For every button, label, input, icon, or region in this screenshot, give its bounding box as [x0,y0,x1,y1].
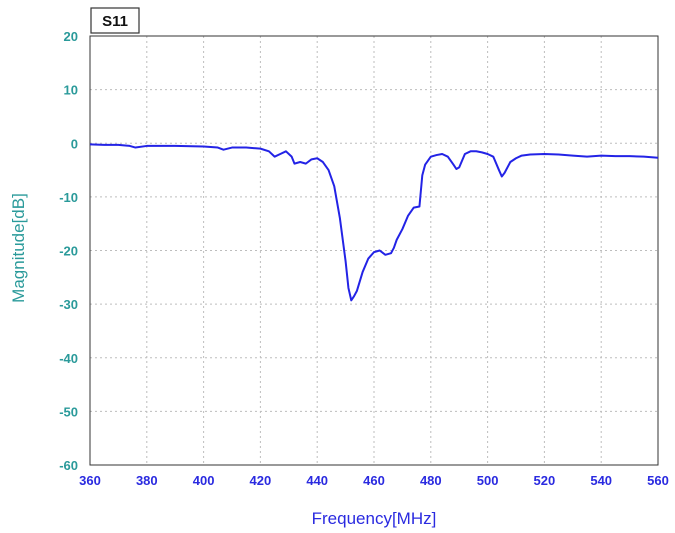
y-tick-label: -40 [59,351,78,366]
x-tick-label: 520 [534,473,556,488]
x-tick-label: 400 [193,473,215,488]
x-tick-label: 380 [136,473,158,488]
title-frame [90,7,140,34]
x-tick-label: 420 [250,473,272,488]
y-tick-label: 10 [64,83,78,98]
x-tick-label: 560 [647,473,669,488]
y-tick-label: 0 [71,136,78,151]
y-tick-label: -50 [59,404,78,419]
x-tick-label: 360 [79,473,101,488]
s11-series-line [89,143,659,302]
plot-frame [89,35,659,466]
y-axis-label: Magnitude[dB] [9,193,28,303]
title-box: S11 [90,7,140,34]
y-tick-label: -10 [59,190,78,205]
y-tick-labels: 20 10 0 -10 -20 -30 -40 -50 -60 [59,29,78,473]
y-tick-label: -20 [59,244,78,259]
x-tick-label: 460 [363,473,385,488]
grid-lines [90,36,658,465]
x-tick-label: 540 [590,473,612,488]
y-tick-label: -60 [59,458,78,473]
x-tick-labels: 360 380 400 420 440 460 480 500 520 540 560 [79,473,669,488]
y-tick-label: -30 [59,297,78,312]
x-tick-label: 440 [306,473,328,488]
y-tick-label: 20 [64,29,78,44]
chart-title: S11 [102,13,128,30]
x-tick-label: 480 [420,473,442,488]
x-tick-label: 500 [477,473,499,488]
x-axis-label: Frequency[MHz] [312,509,437,528]
